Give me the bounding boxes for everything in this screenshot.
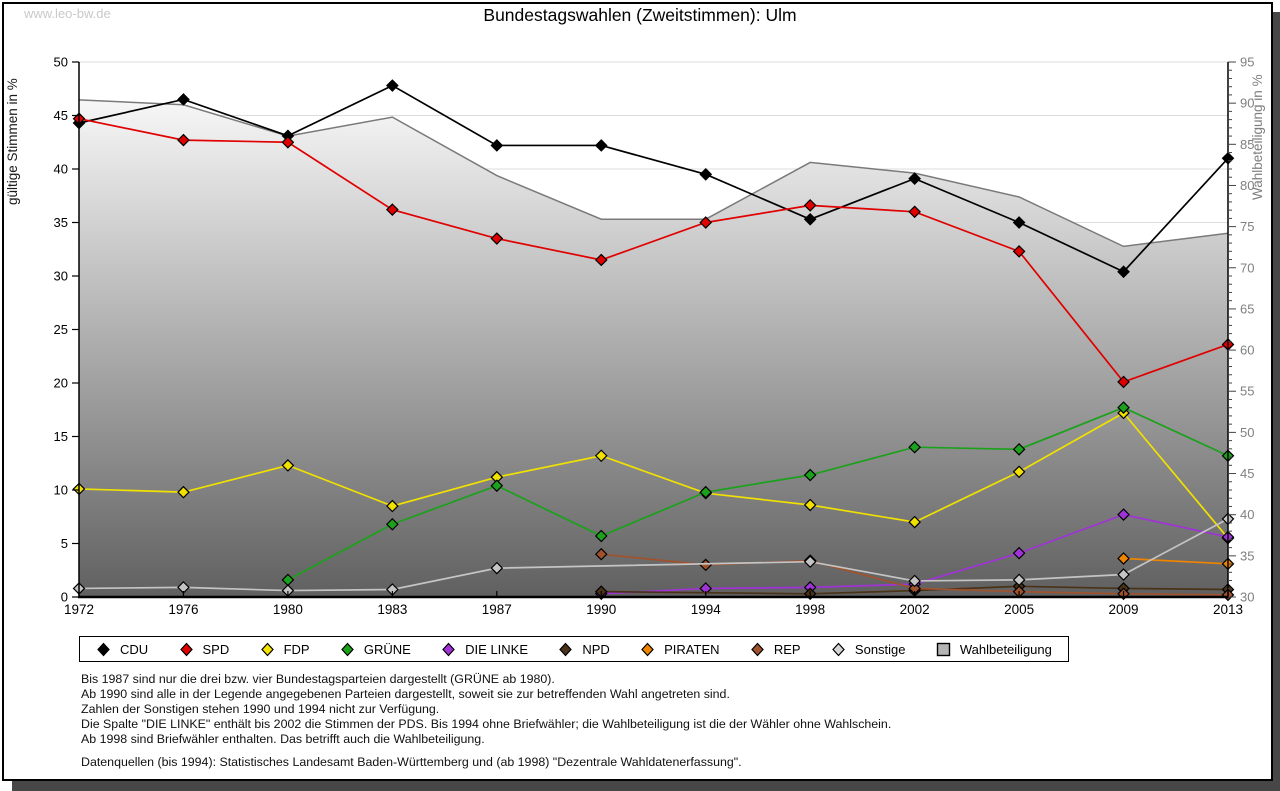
legend-label: PIRATEN bbox=[664, 641, 720, 657]
svg-text:1990: 1990 bbox=[586, 602, 616, 617]
diamond-marker-icon bbox=[179, 642, 193, 656]
svg-text:65: 65 bbox=[1240, 301, 1254, 316]
diamond-marker-icon bbox=[341, 642, 354, 656]
chart-title: Bundestagswahlen (Zweitstimmen): Ulm bbox=[483, 5, 797, 25]
svg-text:60: 60 bbox=[1240, 343, 1254, 358]
legend-label: NPD bbox=[582, 641, 610, 657]
legend-item-fdp: FDP bbox=[260, 642, 310, 657]
diamond-marker-icon bbox=[832, 642, 845, 656]
diamond-marker-icon bbox=[442, 642, 455, 656]
legend-item-cdu: CDU bbox=[96, 642, 148, 657]
footnote-line: Bis 1987 sind nur die drei bzw. vier Bun… bbox=[81, 672, 555, 686]
legend-item-rep: REP bbox=[750, 642, 801, 657]
legend-item-gr-ne: GRÜNE bbox=[340, 642, 411, 657]
legend-item-npd: NPD bbox=[558, 641, 610, 657]
svg-text:5: 5 bbox=[61, 536, 68, 551]
legend-label: GRÜNE bbox=[363, 641, 411, 657]
legend-label: Sonstige bbox=[854, 641, 906, 657]
svg-text:0: 0 bbox=[61, 590, 68, 605]
svg-text:1987: 1987 bbox=[482, 602, 512, 617]
legend-item-spd: SPD bbox=[179, 641, 230, 657]
svg-text:1980: 1980 bbox=[273, 602, 303, 617]
svg-text:1972: 1972 bbox=[64, 602, 94, 617]
svg-text:90: 90 bbox=[1240, 96, 1254, 111]
legend-label: DIE LINKE bbox=[465, 641, 529, 657]
area-swatch-icon bbox=[936, 642, 951, 656]
svg-text:85: 85 bbox=[1240, 137, 1254, 152]
svg-text:1994: 1994 bbox=[691, 602, 722, 617]
svg-text:45: 45 bbox=[54, 108, 68, 123]
svg-text:25: 25 bbox=[54, 322, 68, 337]
svg-text:Wahlbeteiligung in %: Wahlbeteiligung in % bbox=[1250, 74, 1265, 200]
svg-text:2009: 2009 bbox=[1109, 602, 1139, 617]
svg-text:70: 70 bbox=[1240, 260, 1254, 275]
legend-item-sonstige: Sonstige bbox=[831, 642, 906, 657]
svg-text:15: 15 bbox=[54, 429, 68, 444]
chart-legend: CDU SPD FDP GRÜNE DIE LINKE NPD PIRATEN REP Sons… bbox=[79, 636, 1069, 662]
svg-text:30: 30 bbox=[54, 269, 68, 284]
diamond-marker-icon bbox=[641, 642, 654, 656]
legend-label: Wahlbeteiligung bbox=[959, 641, 1052, 657]
svg-text:2013: 2013 bbox=[1213, 602, 1243, 617]
svg-text:55: 55 bbox=[1240, 384, 1254, 399]
legend-item-wahlbeteiligung: Wahlbeteiligung bbox=[936, 642, 1052, 657]
svg-text:2002: 2002 bbox=[900, 602, 930, 617]
footnote-line: Ab 1998 sind Briefwähler enthalten. Das … bbox=[81, 732, 485, 746]
svg-text:40: 40 bbox=[54, 162, 68, 177]
legend-item-die-linke: DIE LINKE bbox=[441, 642, 528, 657]
legend-item-piraten: PIRATEN bbox=[640, 641, 720, 657]
svg-text:20: 20 bbox=[54, 376, 68, 391]
footnote-line: Zahlen der Sonstigen stehen 1990 und 199… bbox=[81, 702, 440, 716]
diamond-marker-icon bbox=[559, 642, 573, 656]
svg-text:40: 40 bbox=[1240, 507, 1254, 522]
diamond-marker-icon bbox=[97, 642, 110, 656]
chart-footnotes: Bis 1987 sind nur die drei bzw. vier Bun… bbox=[81, 672, 891, 747]
svg-text:1976: 1976 bbox=[168, 602, 198, 617]
svg-text:75: 75 bbox=[1240, 219, 1254, 234]
footnote-line: Die Spalte "DIE LINKE" enthält bis 2002 … bbox=[81, 717, 892, 731]
legend-label: REP bbox=[773, 641, 801, 657]
svg-text:95: 95 bbox=[1240, 55, 1254, 70]
svg-text:35: 35 bbox=[54, 215, 68, 230]
legend-label: FDP bbox=[283, 641, 310, 657]
svg-text:30: 30 bbox=[1240, 590, 1254, 605]
watermark-leo-bw: www.leo-bw.de bbox=[24, 6, 111, 21]
legend-label: SPD bbox=[202, 641, 230, 657]
svg-text:2005: 2005 bbox=[1004, 602, 1034, 617]
svg-text:80: 80 bbox=[1240, 178, 1254, 193]
svg-text:35: 35 bbox=[1240, 548, 1254, 563]
svg-text:gültige Stimmen in %: gültige Stimmen in % bbox=[5, 78, 20, 205]
diamond-marker-icon bbox=[751, 642, 764, 656]
diamond-marker-icon bbox=[260, 642, 274, 656]
svg-text:1983: 1983 bbox=[377, 602, 407, 617]
svg-text:50: 50 bbox=[54, 55, 68, 70]
svg-text:1998: 1998 bbox=[795, 602, 825, 617]
data-source-note: Datenquellen (bis 1994): Statistisches L… bbox=[81, 755, 742, 769]
legend-label: CDU bbox=[120, 641, 149, 657]
svg-text:50: 50 bbox=[1240, 425, 1254, 440]
svg-text:45: 45 bbox=[1240, 466, 1254, 481]
svg-text:10: 10 bbox=[54, 483, 68, 498]
footnote-line: Ab 1990 sind alle in der Legende angegeb… bbox=[81, 687, 730, 701]
